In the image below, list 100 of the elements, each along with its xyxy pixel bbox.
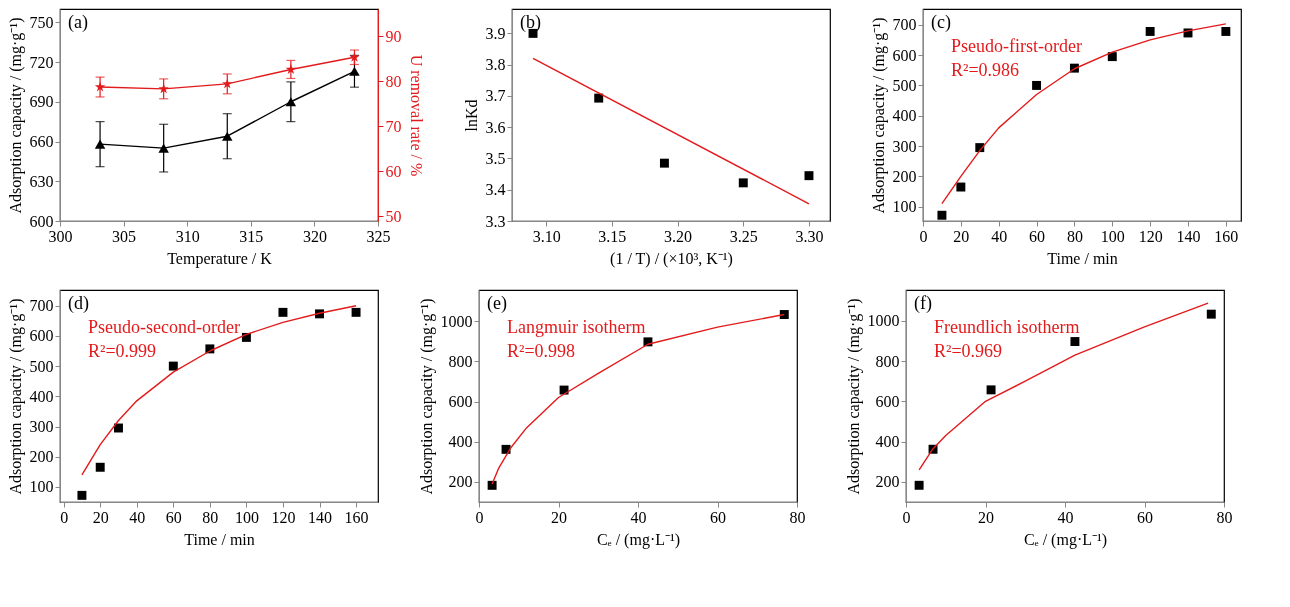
point: [1206, 309, 1216, 319]
x-tick-label: 20: [551, 508, 567, 526]
y-tick-label: 500: [29, 357, 54, 375]
annotation: (e): [487, 293, 507, 314]
x-tick-label: 20: [92, 508, 109, 526]
y-tick-label: 600: [29, 327, 54, 345]
x-tick-label: 320: [302, 227, 327, 245]
y-tick-label: 600: [29, 212, 54, 230]
x-tick-label: 140: [308, 508, 333, 526]
point: [738, 178, 748, 188]
y2-tick-label: 50: [385, 207, 402, 225]
x-tick-label: 0: [475, 508, 484, 526]
point: [1107, 52, 1117, 62]
point: [487, 480, 497, 490]
x-tick-label: 325: [366, 227, 391, 245]
x-tick-label: 60: [165, 508, 182, 526]
y-tick-label: 720: [29, 53, 54, 71]
x-axis-title: Cₑ / (mg·L⁻¹): [1023, 530, 1108, 549]
point: [659, 158, 669, 168]
x-tick-label: 60: [1029, 227, 1046, 245]
x-tick-label: 120: [271, 508, 296, 526]
annotation: (d): [68, 293, 89, 314]
point: [222, 78, 233, 89]
point: [285, 63, 297, 74]
point: [77, 490, 87, 500]
point: [1221, 26, 1231, 36]
point: [349, 66, 360, 76]
annotation: (f): [914, 293, 932, 314]
point: [914, 480, 924, 490]
x-tick-label: 0: [919, 227, 928, 245]
y-tick-label: 690: [29, 93, 54, 111]
x-axis-title: Cₑ / (mg·L⁻¹): [596, 530, 681, 549]
y-tick-label: 600: [448, 393, 473, 411]
x-axis-title: Time / min: [184, 530, 255, 548]
point: [168, 361, 178, 371]
x-tick-label: 40: [991, 227, 1008, 245]
x-tick-label: 300: [48, 227, 73, 245]
point: [285, 97, 297, 107]
x-tick-label: 310: [175, 227, 200, 245]
y-tick-label: 100: [29, 478, 54, 496]
x-tick-label: 120: [1138, 227, 1163, 245]
point: [94, 139, 106, 149]
annotation: (b): [520, 12, 541, 33]
y-tick-label: 600: [875, 392, 900, 410]
point: [351, 307, 361, 317]
annotation: Freundlich isotherm: [934, 317, 1080, 337]
x-axis-title: (1 / T) / (×10³, K⁻¹): [610, 249, 733, 268]
y-tick-label: 660: [29, 133, 54, 150]
annotation: R²=0.999: [88, 341, 157, 361]
y-axis-title: lnKd: [462, 99, 480, 132]
x-axis-title: Time / min: [1047, 249, 1118, 267]
x-tick-label: 40: [129, 508, 146, 526]
x-tick-label: 100: [1100, 227, 1125, 245]
y-tick-label: 100: [892, 198, 917, 216]
y-tick-label: 500: [892, 76, 917, 94]
y-tick-label: 200: [875, 473, 900, 491]
x-tick-label: 80: [202, 508, 219, 526]
y-tick-label: 3.4: [485, 181, 506, 199]
y-axis-title: Adsorption capacity / (mg·g⁻¹): [869, 17, 888, 214]
point: [779, 310, 789, 319]
x-tick-label: 20: [978, 508, 994, 526]
point: [804, 171, 814, 181]
annotation: Langmuir isotherm: [507, 317, 646, 337]
y2-tick-label: 80: [385, 72, 402, 90]
x-tick-label: 140: [1176, 227, 1201, 245]
x-axis-title: Temperature / K: [167, 249, 273, 268]
y-tick-label: 3.9: [485, 24, 506, 42]
y-tick-label: 1000: [867, 312, 900, 330]
y-tick-label: 630: [29, 172, 54, 190]
y-tick-label: 3.5: [485, 149, 506, 167]
x-tick-label: 40: [1057, 508, 1074, 526]
x-tick-label: 0: [60, 508, 69, 526]
y-tick-label: 750: [29, 13, 54, 31]
x-tick-label: 3.10: [532, 227, 561, 245]
x-tick-label: 80: [1216, 508, 1233, 526]
y-tick-label: 200: [892, 167, 917, 185]
x-tick-label: 20: [953, 227, 970, 245]
point: [1070, 337, 1080, 347]
annotation: Pseudo-second-order: [88, 317, 240, 337]
y-axis-title: Adsorption capacity / (mg·g⁻¹): [6, 17, 25, 214]
x-tick-label: 0: [902, 508, 911, 526]
annotation: R²=0.998: [507, 341, 576, 361]
point: [278, 307, 288, 317]
x-tick-label: 315: [239, 227, 264, 245]
point: [1145, 26, 1155, 36]
annotation: (c): [931, 12, 951, 33]
point: [1032, 80, 1042, 90]
y-tick-label: 400: [29, 387, 54, 405]
y-tick-label: 700: [892, 16, 917, 34]
point: [158, 83, 169, 94]
point: [158, 143, 169, 153]
x-tick-label: 305: [112, 227, 137, 245]
x-tick-label: 60: [710, 508, 726, 526]
x-tick-label: 3.20: [664, 227, 693, 245]
point: [222, 131, 233, 141]
y-tick-label: 200: [448, 473, 473, 491]
x-tick-label: 80: [789, 508, 806, 526]
point: [94, 81, 106, 92]
point: [956, 182, 966, 192]
y-axis-title: Adsorption capacity / (mg·g⁻¹): [6, 298, 25, 495]
